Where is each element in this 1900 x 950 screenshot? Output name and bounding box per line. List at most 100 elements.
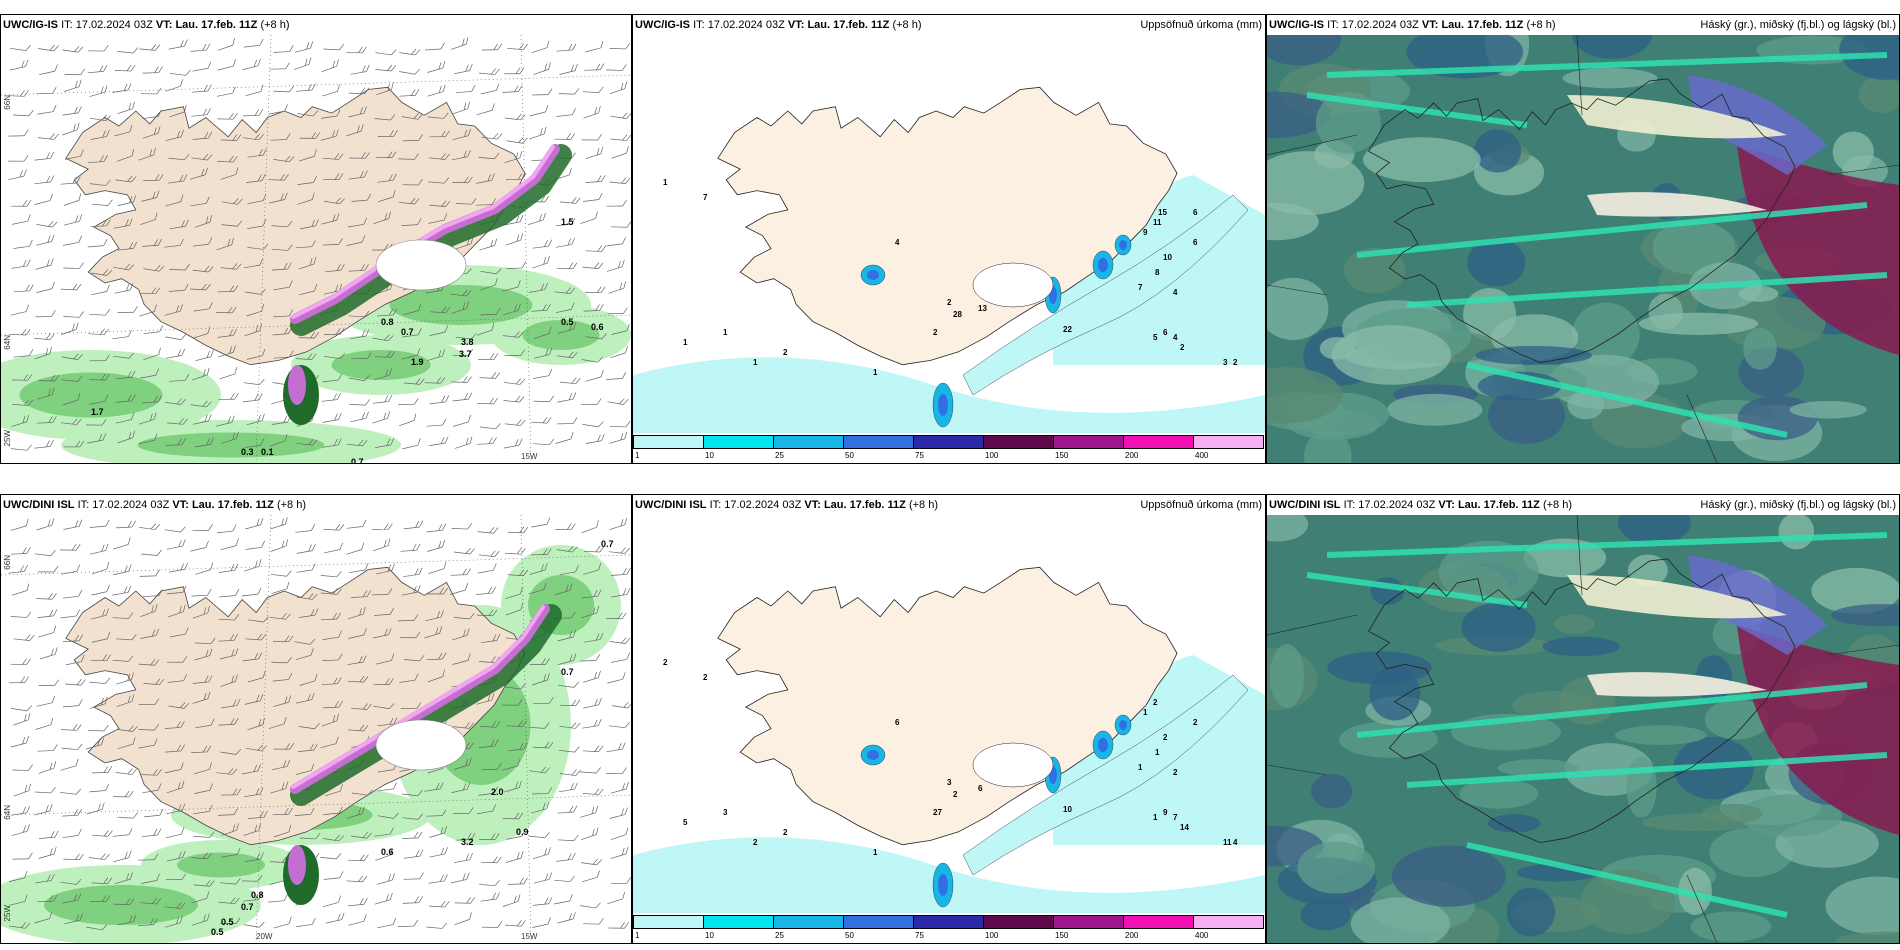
- snow-field: [137, 432, 325, 458]
- wind-barb: [140, 87, 162, 95]
- graticule-line: [255, 515, 272, 943]
- wind-barb: [114, 64, 136, 72]
- wind-barb: [190, 283, 211, 291]
- cloud-panel-top: UWC/IG-IS IT: 17.02.2024 03Z VT: Lau. 17…: [1266, 14, 1900, 464]
- wind-barb: [351, 789, 373, 796]
- wind-barb: [62, 828, 82, 839]
- cloud-blob: [1300, 898, 1351, 931]
- wind-barb: [606, 64, 627, 71]
- wind-barb: [271, 581, 290, 594]
- wind-barb: [192, 605, 210, 619]
- wind-barb: [34, 550, 56, 557]
- wind-barb: [268, 894, 288, 903]
- wind-barb: [530, 416, 552, 424]
- wind-barb: [346, 46, 367, 54]
- boundary-line: [1686, 394, 1718, 463]
- wind-barb: [321, 213, 340, 225]
- wind-barb: [164, 238, 184, 248]
- wind-barb: [216, 768, 238, 775]
- wind-barb: [60, 758, 79, 771]
- wind-barb: [322, 700, 343, 709]
- wind-barb: [115, 412, 135, 424]
- wind-barb: [11, 214, 31, 225]
- colorbar-tick-label: 50: [845, 451, 854, 460]
- wind-barb: [557, 392, 577, 403]
- wind-barb: [507, 742, 528, 752]
- wind-barb: [478, 353, 499, 360]
- wind-barb: [241, 875, 263, 882]
- wind-barb: [347, 675, 369, 683]
- wind-barb: [192, 367, 210, 381]
- wind-barb: [475, 198, 497, 206]
- wind-barb: [429, 847, 448, 858]
- wind-barb: [477, 563, 497, 574]
- wind-barb: [114, 283, 134, 294]
- wind-barb: [481, 856, 502, 864]
- wind-barb: [9, 44, 31, 51]
- wind-barb: [607, 672, 626, 684]
- wind-barb: [143, 325, 164, 335]
- wind-barb: [36, 593, 57, 600]
- wind-barb: [611, 323, 630, 335]
- wind-barb: [455, 333, 477, 340]
- wind-barb: [401, 790, 423, 797]
- wind-barb: [243, 378, 265, 386]
- wind-barb: [504, 151, 523, 164]
- wind-barb: [11, 259, 31, 269]
- wind-barb: [583, 105, 601, 119]
- wind-barb: [507, 43, 528, 51]
- wind-barb: [63, 262, 84, 269]
- wind-barb: [375, 438, 395, 448]
- wind-barb: [296, 593, 318, 600]
- wind-barb: [10, 736, 30, 748]
- wind-barb: [298, 331, 319, 339]
- cloud-blob: [1858, 75, 1899, 114]
- wind-barb: [478, 786, 498, 796]
- precip-amount-label: 14: [1180, 823, 1189, 832]
- wind-barb: [63, 440, 85, 448]
- wind-barb: [374, 607, 395, 616]
- wind-barb: [270, 539, 289, 552]
- wind-barb: [581, 589, 602, 599]
- wind-barb: [221, 198, 243, 205]
- wind-barb: [580, 827, 599, 841]
- precip-amount-label: 13: [978, 304, 987, 313]
- cloud-blob: [1459, 778, 1539, 809]
- lat-label-66n: 66N: [3, 555, 12, 570]
- wind-barb: [244, 693, 264, 705]
- wind-barb: [112, 612, 134, 619]
- wind-barb: [63, 79, 82, 92]
- cloud-blob: [1487, 387, 1566, 444]
- wind-barb: [580, 211, 598, 224]
- precip-amount-label: 3: [947, 778, 952, 787]
- wind-barb: [35, 873, 55, 884]
- wind-barb: [556, 852, 576, 862]
- wind-barb: [168, 604, 186, 618]
- wind-barb: [532, 847, 551, 860]
- wind-barb: [451, 872, 470, 884]
- wind-barb: [529, 766, 551, 774]
- wind-barb: [86, 802, 105, 815]
- panel-header: UWC/DINI ISL IT: 17.02.2024 03Z VT: Lau.…: [1267, 495, 1899, 515]
- wind-barb: [64, 68, 85, 76]
- wind-barb: [398, 398, 419, 405]
- wind-barb: [376, 82, 394, 96]
- wind-barb: [558, 782, 578, 793]
- wind-barb: [608, 281, 627, 294]
- wind-barb: [323, 173, 344, 181]
- precip-amount-label: 7: [1138, 283, 1143, 292]
- wind-barb: [606, 742, 626, 753]
- wind-barb: [220, 134, 242, 141]
- wind-barb: [195, 718, 215, 729]
- snow-amount-label: 0.1: [261, 447, 274, 457]
- wind-barb: [296, 692, 315, 704]
- wind-barb: [12, 712, 31, 726]
- wind-barb: [34, 151, 55, 161]
- wind-barb: [610, 345, 628, 359]
- wind-barb: [296, 917, 316, 927]
- precip-amount-label: 2: [947, 298, 952, 307]
- wind-barb: [268, 104, 288, 115]
- wind-barb: [168, 39, 188, 50]
- wind-barb: [193, 804, 213, 815]
- wind-barb: [242, 133, 264, 141]
